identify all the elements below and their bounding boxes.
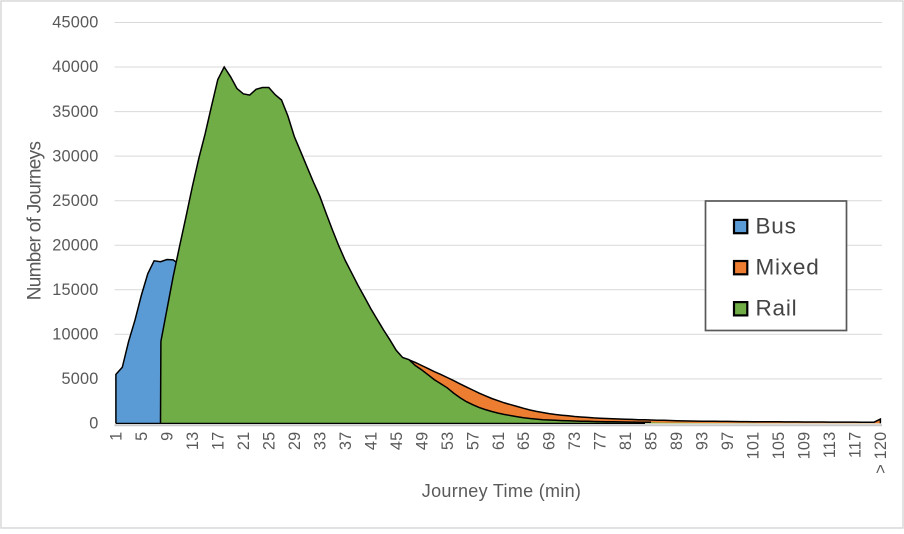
svg-text:0: 0: [89, 415, 98, 433]
svg-text:Number of Journeys: Number of Journeys: [25, 142, 46, 301]
svg-text:77: 77: [592, 432, 610, 451]
svg-text:97: 97: [719, 432, 737, 451]
svg-text:69: 69: [541, 432, 559, 451]
svg-text:85: 85: [643, 432, 661, 451]
svg-text:40000: 40000: [52, 58, 98, 76]
svg-text:25000: 25000: [52, 192, 98, 210]
svg-text:113: 113: [821, 432, 839, 459]
svg-text:33: 33: [311, 432, 329, 451]
svg-text:Mixed: Mixed: [756, 255, 820, 280]
svg-text:9: 9: [159, 432, 177, 441]
svg-text:Bus: Bus: [756, 214, 797, 239]
svg-text:109: 109: [796, 432, 814, 460]
svg-text:20000: 20000: [52, 236, 98, 254]
svg-text:25: 25: [260, 432, 278, 451]
svg-text:105: 105: [770, 432, 788, 460]
svg-text:45: 45: [388, 432, 406, 451]
svg-text:41: 41: [362, 432, 380, 451]
svg-text:73: 73: [566, 432, 584, 451]
svg-text:29: 29: [286, 432, 304, 451]
svg-text:17: 17: [209, 432, 227, 451]
svg-text:57: 57: [464, 432, 482, 451]
svg-text:89: 89: [668, 432, 686, 451]
svg-text:53: 53: [439, 432, 457, 451]
svg-text:49: 49: [413, 432, 431, 451]
svg-text:21: 21: [235, 432, 253, 451]
svg-text:61: 61: [490, 432, 508, 451]
svg-text:30000: 30000: [52, 147, 98, 165]
svg-text:10000: 10000: [52, 326, 98, 344]
svg-text:15000: 15000: [52, 281, 98, 299]
svg-text:Rail: Rail: [756, 296, 798, 321]
svg-text:81: 81: [617, 432, 635, 451]
svg-text:5: 5: [133, 432, 151, 441]
svg-text:> 120: > 120: [872, 432, 890, 474]
svg-text:37: 37: [337, 432, 355, 451]
svg-text:101: 101: [745, 432, 763, 460]
svg-text:45000: 45000: [52, 14, 98, 32]
svg-text:117: 117: [847, 432, 865, 459]
svg-text:65: 65: [515, 432, 533, 451]
svg-text:5000: 5000: [61, 370, 98, 388]
svg-text:1: 1: [108, 432, 126, 441]
svg-text:93: 93: [694, 432, 712, 451]
svg-text:13: 13: [184, 432, 202, 451]
svg-text:35000: 35000: [52, 103, 98, 121]
svg-text:Journey Time (min): Journey Time (min): [422, 481, 581, 501]
